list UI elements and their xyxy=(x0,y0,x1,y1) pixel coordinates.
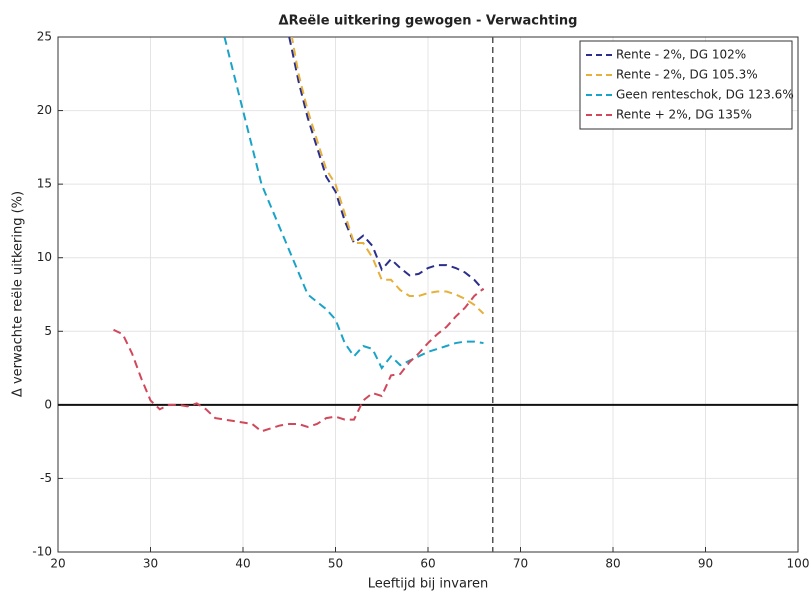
x-tick-label: 80 xyxy=(605,557,620,571)
series-line xyxy=(113,287,485,433)
y-axis-label: Δ verwachte reële uitkering (%) xyxy=(11,191,26,397)
x-tick-label: 90 xyxy=(698,557,713,571)
series-line xyxy=(288,37,485,291)
y-tick-label: -10 xyxy=(32,545,52,559)
x-tick-label: 60 xyxy=(420,557,435,571)
x-tick-label: 40 xyxy=(235,557,250,571)
y-tick-label: 0 xyxy=(44,397,52,411)
legend-label: Rente - 2%, DG 102% xyxy=(616,48,746,62)
y-tick-label: -5 xyxy=(40,471,52,485)
x-tick-label: 50 xyxy=(328,557,343,571)
x-axis-label: Leeftijd bij invaren xyxy=(368,577,488,592)
y-tick-label: 25 xyxy=(37,30,52,44)
legend-box xyxy=(579,40,793,130)
lines xyxy=(113,37,485,433)
plot-frame xyxy=(57,36,799,553)
x-tick-label: 30 xyxy=(143,557,158,571)
chart-title: ΔReële uitkering gewogen - Verwachting xyxy=(279,14,578,29)
x-tick-label: 20 xyxy=(50,557,65,571)
y-tick-label: 15 xyxy=(37,177,52,191)
series-line xyxy=(290,37,485,315)
y-tick-label: 10 xyxy=(37,250,52,264)
legend-label: Rente - 2%, DG 105.3% xyxy=(616,68,758,82)
y-tick-label: 5 xyxy=(44,324,52,338)
legend-label: Rente + 2%, DG 135% xyxy=(616,108,752,122)
x-tick-label: 70 xyxy=(513,557,528,571)
legend-label: Geen renteschok, DG 123.6% xyxy=(616,88,794,102)
x-tick-label: 100 xyxy=(787,557,810,571)
y-tick-label: 20 xyxy=(37,103,52,117)
